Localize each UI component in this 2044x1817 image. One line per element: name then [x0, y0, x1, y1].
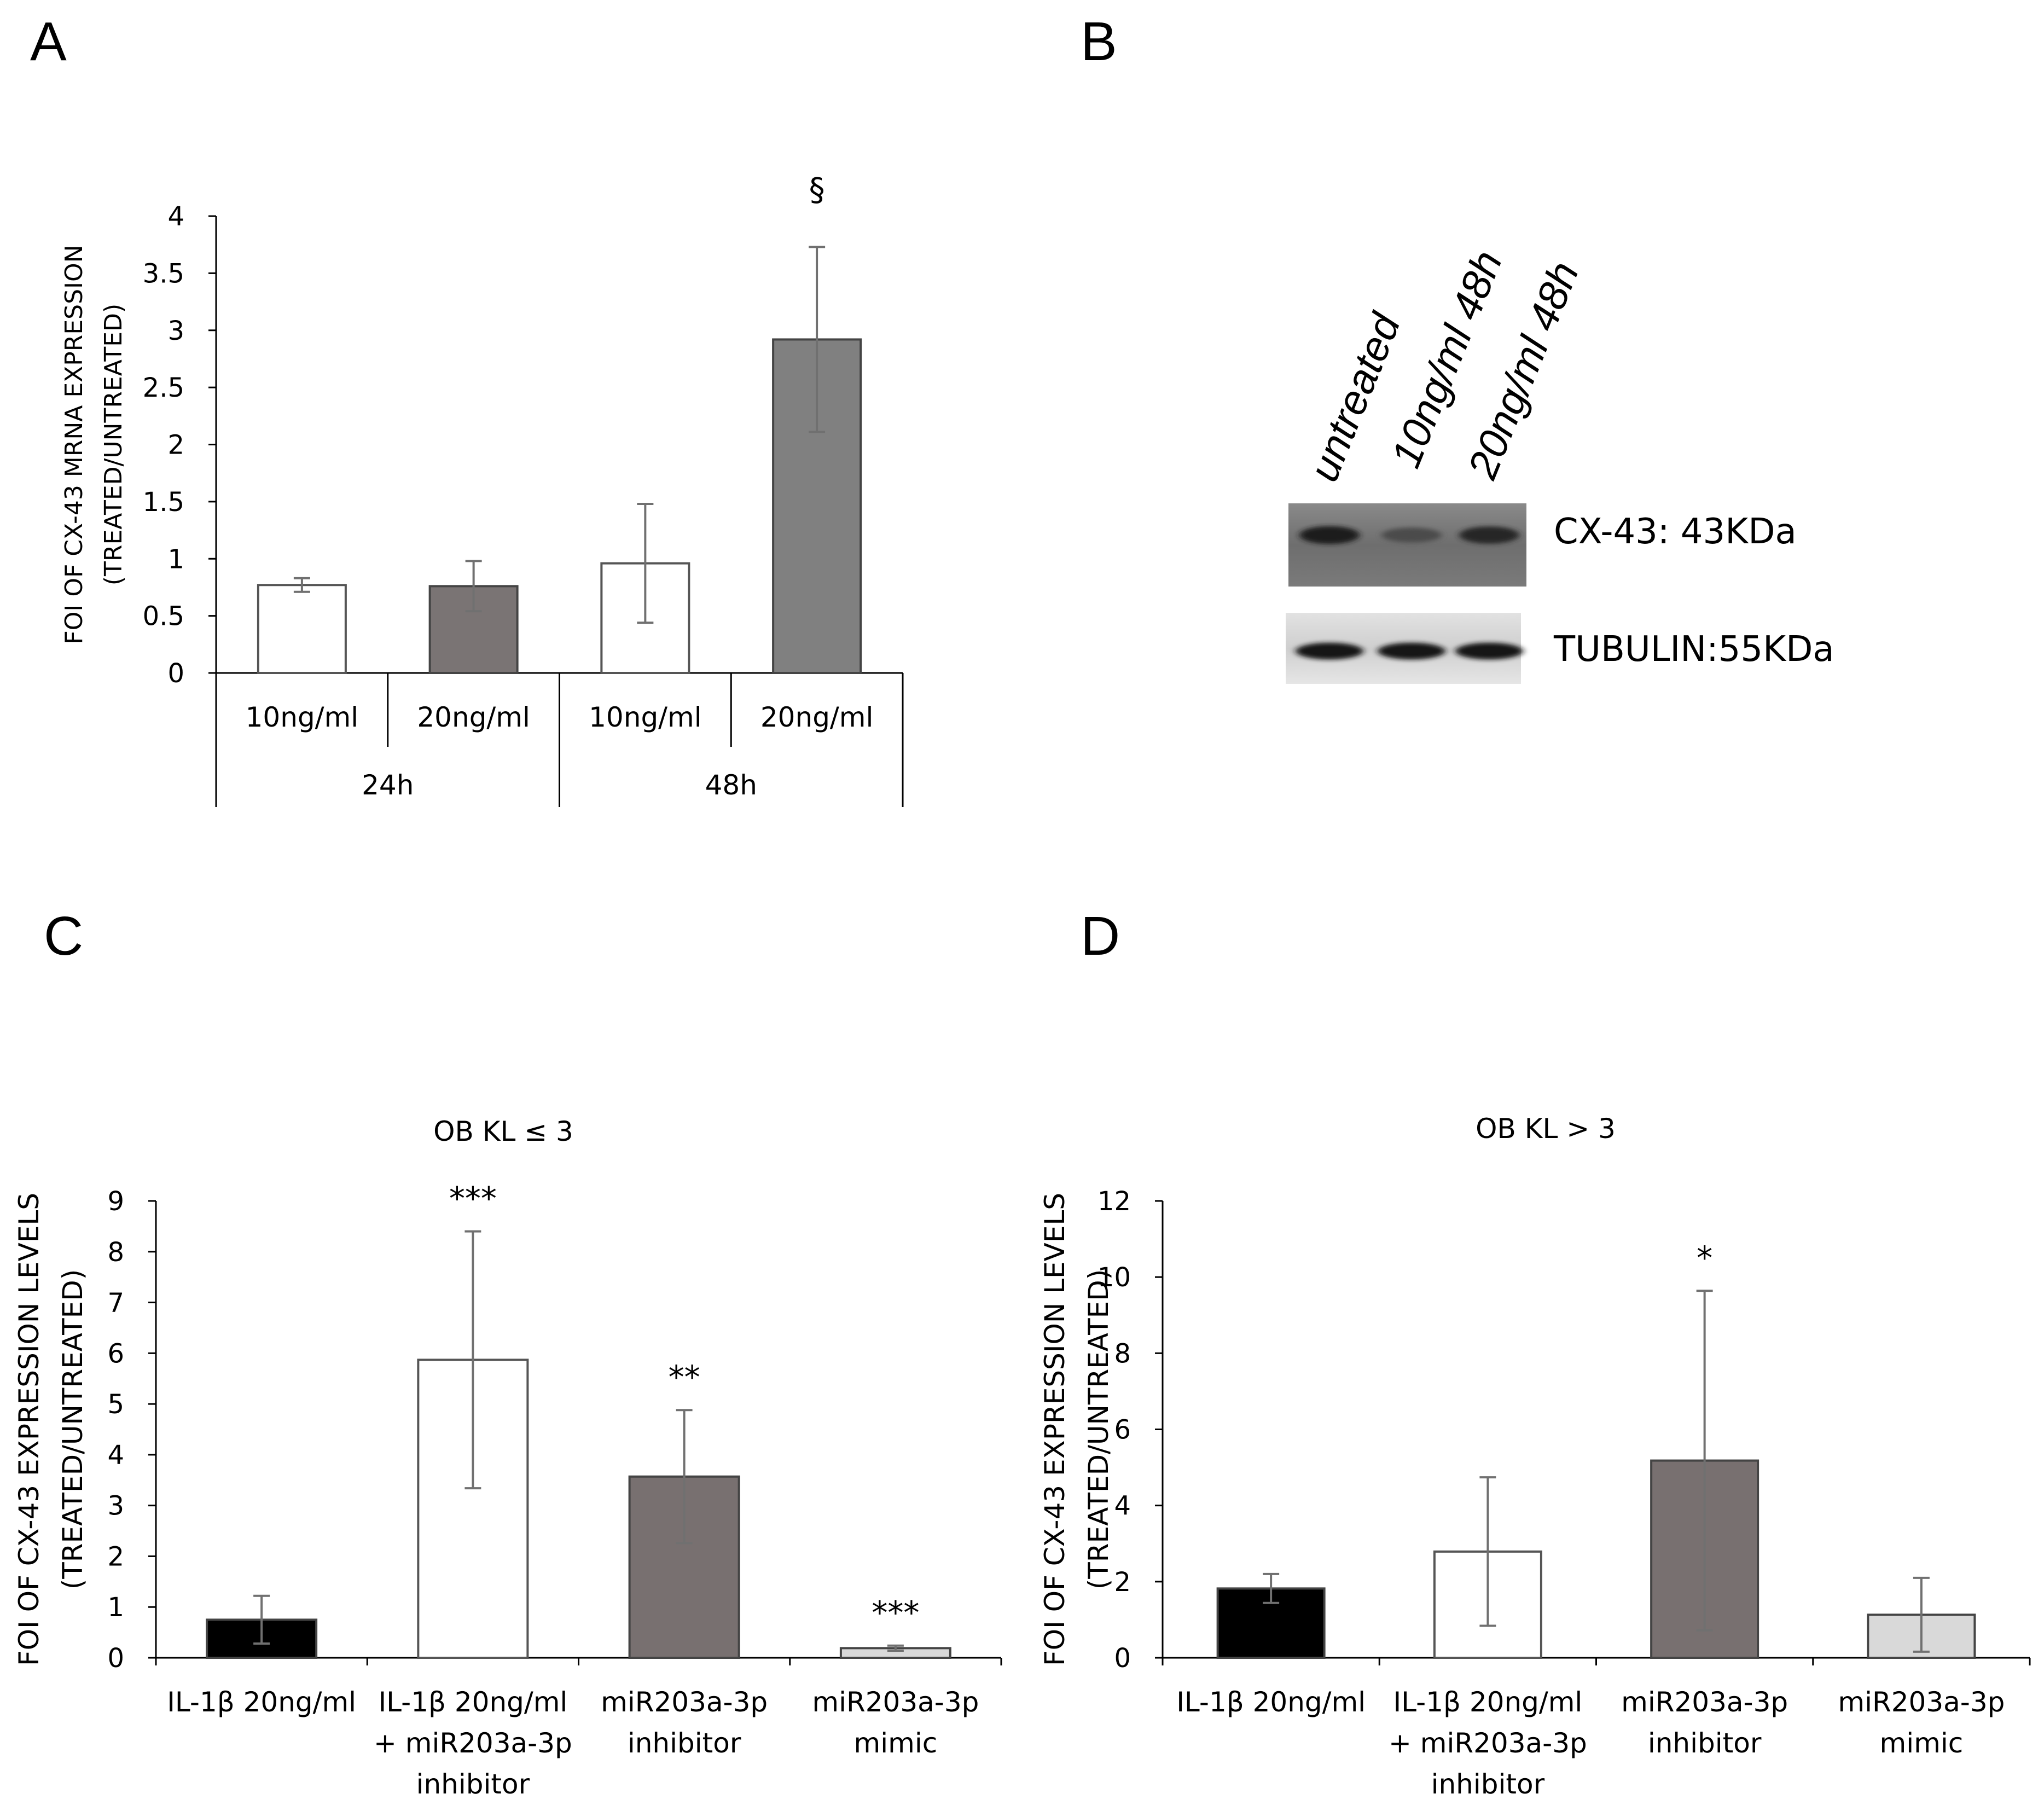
chart-c-ytick-label: 1	[107, 1592, 124, 1623]
chart-a-significance: §	[809, 171, 825, 208]
chart-a-ytick-label: 0.5	[143, 601, 184, 632]
chart-a-category-label: 10ng/ml	[589, 701, 702, 733]
chart-d-significance: *	[1697, 1239, 1712, 1276]
chart-c-category-line: mimic	[854, 1727, 938, 1759]
chart-c-ytick-label: 8	[107, 1237, 124, 1268]
chart-d-ytick-label: 0	[1114, 1643, 1131, 1674]
chart-a-ytick-label: 3.5	[143, 258, 184, 289]
blot-band-tubulin	[1455, 642, 1523, 660]
chart-c-category-label: IL-1β 20ng/ml + miR203a-3p inhibitor	[374, 1686, 572, 1800]
chart-d-category-line: IL-1β 20ng/ml	[1393, 1686, 1582, 1718]
blot-band-tubulin	[1378, 642, 1445, 660]
chart-c-category-label: miR203a-3p mimic	[812, 1686, 979, 1759]
chart-c-category-line: miR203a-3p	[601, 1686, 768, 1718]
panel-label-d: D	[1081, 905, 1120, 967]
chart-a-group-label: 48h	[705, 769, 757, 801]
chart-c-ytick-label: 7	[107, 1288, 124, 1319]
chart-c-category-line: IL-1β 20ng/ml	[378, 1686, 567, 1718]
panel-label-b: B	[1081, 11, 1117, 72]
panel-label-a: A	[30, 11, 67, 72]
chart-c-ytick-label: 4	[107, 1440, 124, 1471]
chart-a-ytick-label: 1	[167, 544, 184, 574]
chart-c-category-line: inhibitor	[416, 1768, 530, 1800]
chart-d-ytick-label: 2	[1114, 1567, 1131, 1598]
chart-d-category-line: IL-1β 20ng/ml	[1176, 1686, 1366, 1718]
blot-band-cx43	[1299, 526, 1360, 544]
chart-d: OB KL > 3 FOI OF CX-43 EXPRESSION LEVELS (…	[1039, 1113, 2031, 1800]
blot-label-cx43: CX-43: 43KDa	[1554, 512, 1797, 552]
blot-band-cx43	[1459, 526, 1519, 544]
blot-membrane-cx43	[1288, 503, 1526, 587]
chart-c-ytick-label: 2	[107, 1541, 124, 1572]
chart-c-ytick-label: 6	[107, 1338, 124, 1369]
chart-d-category-line: inhibitor	[1431, 1768, 1545, 1800]
chart-a-ytick-label: 2.5	[143, 373, 184, 403]
chart-c-category-label: IL-1β 20ng/ml	[167, 1686, 356, 1718]
chart-a-category-label: 20ng/ml	[417, 701, 530, 733]
chart-c-significance: ***	[449, 1180, 497, 1217]
chart-d-category-label: IL-1β 20ng/ml + miR203a-3p inhibitor	[1389, 1686, 1587, 1800]
chart-c-title: OB KL ≤ 3	[433, 1116, 573, 1147]
blot-label-tubulin: TUBULIN:55KDa	[1553, 629, 1834, 670]
chart-c-category-line: IL-1β 20ng/ml	[167, 1686, 356, 1718]
chart-d-ytick-label: 6	[1114, 1415, 1131, 1446]
chart-a-ytick-label: 3	[167, 316, 184, 346]
chart-d-ytick-label: 10	[1098, 1262, 1131, 1293]
chart-c-category-line: + miR203a-3p	[374, 1727, 572, 1759]
chart-c-category-line: inhibitor	[628, 1727, 741, 1759]
chart-d-ytick-label: 8	[1114, 1338, 1131, 1369]
chart-c-significance: **	[669, 1359, 700, 1396]
chart-a-ylabel-line2: (TREATED/UNTREATED)	[100, 304, 127, 585]
chart-d-category-line: inhibitor	[1648, 1727, 1762, 1759]
chart-d-ylabel-line1: FOI OF CX-43 EXPRESSION LEVELS	[1039, 1193, 1071, 1666]
chart-a-ytick-label: 0	[167, 658, 184, 689]
chart-a-group-label: 24h	[362, 769, 414, 801]
chart-c-ylabel-line1: FOI OF CX-43 EXPRESSION LEVELS	[13, 1193, 45, 1666]
chart-c: OB KL ≤ 3 FOI OF CX-43 EXPRESSION LEVELS (…	[13, 1116, 1002, 1800]
chart-a-category-label: 10ng/ml	[246, 701, 359, 733]
chart-c-significance: ***	[872, 1594, 919, 1632]
panel-label-c: C	[44, 905, 83, 967]
chart-a-ylabel-line1: FOI OF CX-43 MRNA EXPRESSION	[60, 245, 88, 644]
chart-d-category-line: mimic	[1880, 1727, 1964, 1759]
chart-d-category-line: + miR203a-3p	[1389, 1727, 1587, 1759]
chart-a-bar	[257, 584, 347, 674]
chart-a-ytick-label: 2	[167, 430, 184, 461]
chart-c-ytick-label: 3	[107, 1491, 124, 1522]
chart-d-category-line: miR203a-3p	[1621, 1686, 1788, 1718]
chart-a-ytick-label: 4	[167, 201, 184, 232]
chart-c-ytick-label: 9	[107, 1186, 124, 1217]
chart-d-title: OB KL > 3	[1476, 1113, 1616, 1145]
chart-a-category-label: 20ng/ml	[760, 701, 874, 733]
chart-d-ytick-label: 12	[1098, 1186, 1131, 1217]
chart-c-ytick-label: 0	[107, 1643, 124, 1674]
western-blot: untreated 10ng/ml 48h 20ng/ml 48h CX-43:…	[1286, 245, 1834, 684]
chart-c-category-line: miR203a-3p	[812, 1686, 979, 1718]
chart-d-category-label: IL-1β 20ng/ml	[1176, 1686, 1366, 1718]
chart-c-ytick-label: 5	[107, 1389, 124, 1420]
chart-d-category-label: miR203a-3p mimic	[1838, 1686, 2005, 1759]
blot-band-cx43	[1381, 527, 1442, 543]
chart-d-category-line: miR203a-3p	[1838, 1686, 2005, 1718]
chart-c-category-label: miR203a-3p inhibitor	[601, 1686, 768, 1759]
chart-d-category-label: miR203a-3p inhibitor	[1621, 1686, 1788, 1759]
chart-d-ytick-label: 4	[1114, 1491, 1131, 1522]
blot-band-tubulin	[1296, 642, 1363, 660]
chart-d-ylabel-line2: (TREATED/UNTREATED)	[1083, 1269, 1114, 1590]
chart-a: FOI OF CX-43 MRNA EXPRESSION (TREATED/UNT…	[60, 171, 904, 807]
chart-a-ytick-label: 1.5	[143, 487, 184, 518]
chart-c-ylabel-line2: (TREATED/UNTREATED)	[57, 1269, 89, 1590]
chart-a-bar	[428, 585, 519, 674]
